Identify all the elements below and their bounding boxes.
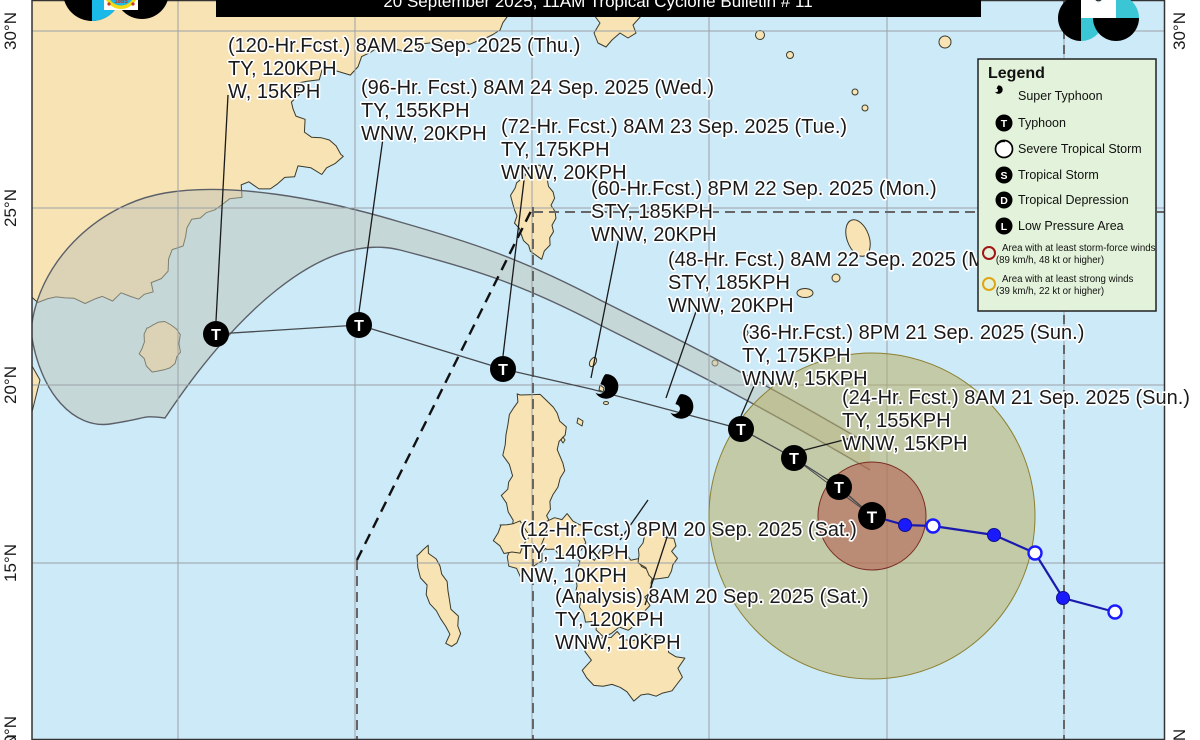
svg-text:WNW, 20KPH: WNW, 20KPH <box>591 224 717 246</box>
svg-text:15°N: 15°N <box>1 544 20 582</box>
svg-text:(120-Hr.Fcst.) 8AM 25 Sep. 202: (120-Hr.Fcst.) 8AM 25 Sep. 2025 (Thu.) <box>228 35 580 57</box>
svg-text:TY, 155KPH: TY, 155KPH <box>361 100 470 122</box>
svg-text:T: T <box>867 508 878 527</box>
svg-text:T: T <box>834 480 844 497</box>
svg-text:W, 15KPH: W, 15KPH <box>228 81 320 103</box>
svg-text:T: T <box>789 451 799 468</box>
svg-text:Legend: Legend <box>988 65 1045 82</box>
svg-text:S: S <box>1000 170 1007 182</box>
svg-text:Severe Tropical Storm: Severe Tropical Storm <box>1018 142 1142 156</box>
svg-text:25°N: 25°N <box>1 189 20 227</box>
svg-text:L: L <box>1001 221 1008 233</box>
svg-text:20°N: 20°N <box>1 366 20 404</box>
svg-text:T: T <box>736 422 746 439</box>
svg-text:1865: 1865 <box>114 0 128 5</box>
svg-text:30°N: 30°N <box>1170 12 1189 50</box>
svg-text:(96-Hr. Fcst.) 8AM 24 Sep. 202: (96-Hr. Fcst.) 8AM 24 Sep. 2025 (Wed.) <box>361 77 714 99</box>
svg-text:(Analysis) 8AM 20 Sep. 2025 (S: (Analysis) 8AM 20 Sep. 2025 (Sat.) <box>555 586 868 608</box>
svg-text:(72-Hr. Fcst.) 8AM 23 Sep. 202: (72-Hr. Fcst.) 8AM 23 Sep. 2025 (Tue.) <box>501 116 847 138</box>
svg-text:(89 km/h, 48 kt or higher): (89 km/h, 48 kt or higher) <box>996 255 1104 266</box>
svg-text:TY, 140KPH: TY, 140KPH <box>520 542 629 564</box>
svg-text:WNW, 10KPH: WNW, 10KPH <box>555 632 681 654</box>
svg-text:N: N <box>1170 729 1189 740</box>
svg-text:D: D <box>1000 195 1008 207</box>
svg-text:TY, 175KPH: TY, 175KPH <box>501 139 610 161</box>
svg-text:WNW, 20KPH: WNW, 20KPH <box>361 123 487 145</box>
svg-text:(39 km/h, 22 kt or higher): (39 km/h, 22 kt or higher) <box>996 286 1104 297</box>
svg-text:20 September 2025, 11AM Tropic: 20 September 2025, 11AM Tropical Cyclone… <box>383 0 812 11</box>
svg-text:TY, 120KPH: TY, 120KPH <box>228 58 337 80</box>
svg-text:T: T <box>498 362 508 379</box>
svg-text:(24-Hr. Fcst.) 8AM 21 Sep. 202: (24-Hr. Fcst.) 8AM 21 Sep. 2025 (Sun.) <box>842 387 1190 409</box>
svg-text:TY, 120KPH: TY, 120KPH <box>555 609 664 631</box>
svg-text:(36-Hr.Fcst.) 8PM 21 Sep. 2025: (36-Hr.Fcst.) 8PM 21 Sep. 2025 (Sun.) <box>742 322 1084 344</box>
svg-text:Tropical Storm: Tropical Storm <box>1018 168 1099 182</box>
svg-text:30°N: 30°N <box>1 12 20 50</box>
svg-text:STY, 185KPH: STY, 185KPH <box>591 201 713 223</box>
svg-text:T: T <box>211 327 221 344</box>
svg-text:Area with at least strong wind: Area with at least strong winds <box>1002 274 1134 285</box>
svg-text:N: N <box>4 734 19 740</box>
svg-text:WNW, 15KPH: WNW, 15KPH <box>842 433 968 455</box>
svg-text:WNW, 20KPH: WNW, 20KPH <box>668 295 794 317</box>
svg-text:Typhoon: Typhoon <box>1018 116 1066 130</box>
svg-text:T: T <box>1001 118 1008 130</box>
svg-text:TY, 155KPH: TY, 155KPH <box>842 410 951 432</box>
svg-text:NW, 10KPH: NW, 10KPH <box>520 565 627 587</box>
svg-text:Super Typhoon: Super Typhoon <box>1018 89 1103 103</box>
svg-text:TY, 175KPH: TY, 175KPH <box>742 345 851 367</box>
svg-text:Area with at least storm-force: Area with at least storm-force winds <box>1002 243 1156 254</box>
svg-text:(60-Hr.Fcst.) 8PM 22 Sep. 2025: (60-Hr.Fcst.) 8PM 22 Sep. 2025 (Mon.) <box>591 178 937 200</box>
svg-text:(48-Hr. Fcst.) 8AM 22 Sep. 202: (48-Hr. Fcst.) 8AM 22 Sep. 2025 (Mon.) <box>668 249 1019 271</box>
svg-text:Tropical Depression: Tropical Depression <box>1018 193 1129 207</box>
svg-text:Low Pressure Area: Low Pressure Area <box>1018 219 1124 233</box>
svg-text:(12-Hr.Fcst.) 8PM 20 Sep. 2025: (12-Hr.Fcst.) 8PM 20 Sep. 2025 (Sat.) <box>520 519 857 541</box>
svg-text:T: T <box>354 318 364 335</box>
svg-text:STY, 185KPH: STY, 185KPH <box>668 272 790 294</box>
